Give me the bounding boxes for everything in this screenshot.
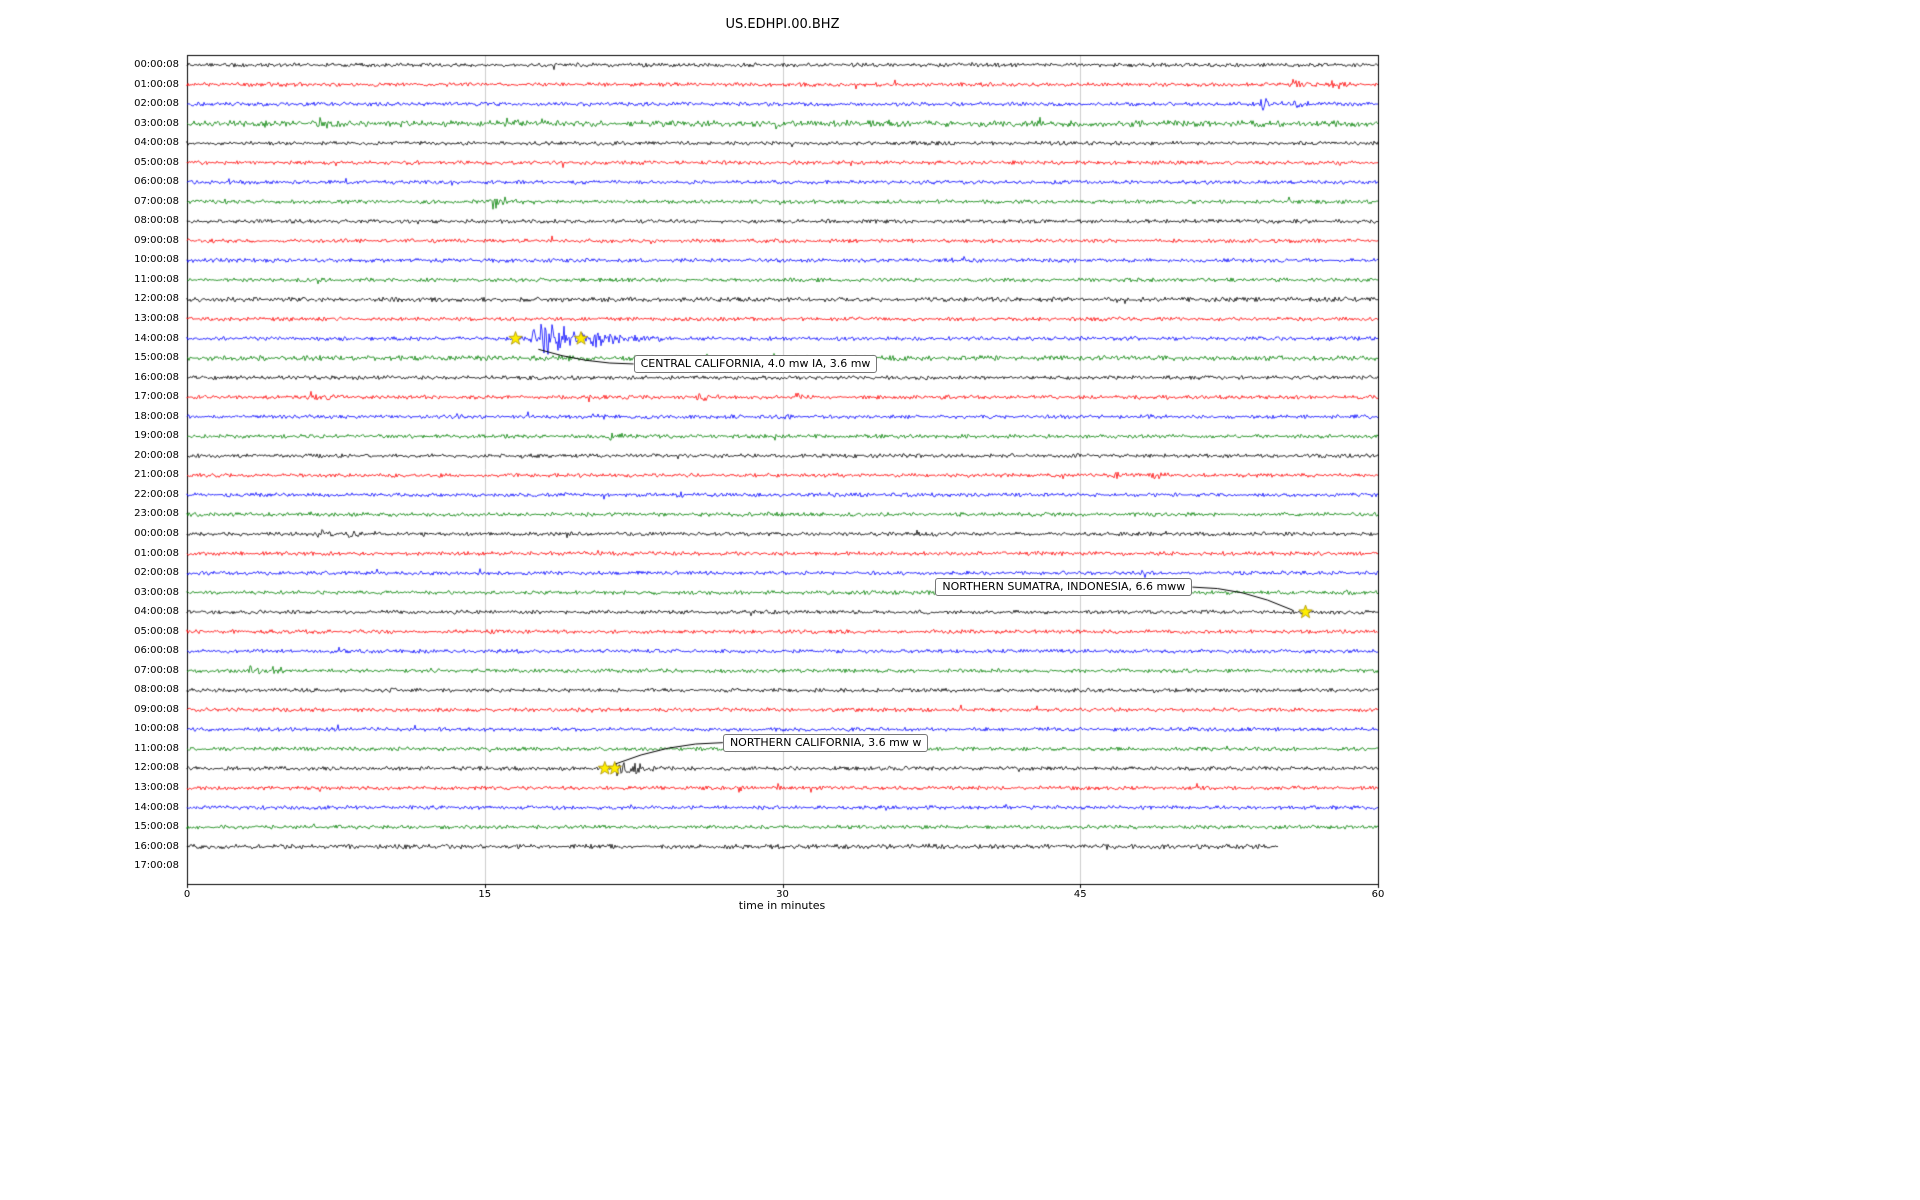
row-time-label: 09:00:08 [134, 234, 179, 246]
row-time-label: 15:00:08 [134, 821, 179, 833]
row-time-label: 10:00:08 [134, 723, 179, 735]
row-time-label: 12:00:08 [134, 762, 179, 774]
row-time-label: 15:00:08 [134, 352, 179, 364]
row-time-label: 23:00:08 [134, 508, 179, 520]
row-time-label: 18:00:08 [134, 410, 179, 422]
chart-title: US.EDHPI.00.BHZ [725, 17, 840, 32]
row-time-label: 16:00:08 [134, 371, 179, 383]
row-time-label: 02:00:08 [134, 98, 179, 110]
row-time-label: 17:00:08 [134, 860, 179, 872]
row-time-label: 14:00:08 [134, 332, 179, 344]
x-tick-label: 30 [776, 889, 789, 900]
x-axis-label: time in minutes [738, 899, 826, 912]
row-time-label: 06:00:08 [134, 176, 179, 188]
row-time-label: 05:00:08 [134, 625, 179, 637]
row-time-label: 20:00:08 [134, 449, 179, 461]
row-time-label: 12:00:08 [134, 293, 179, 305]
row-time-label: 03:00:08 [134, 586, 179, 598]
x-tick-label: 60 [1371, 889, 1385, 900]
event-annotation: NORTHERN CALIFORNIA, 3.6 mw w [722, 733, 929, 752]
row-time-label: 10:00:08 [134, 254, 179, 266]
row-time-label: 17:00:08 [134, 391, 179, 403]
row-time-label: 05:00:08 [134, 156, 179, 168]
x-tick-label: 0 [183, 889, 191, 900]
row-time-label: 07:00:08 [134, 195, 179, 207]
row-time-label: 04:00:08 [134, 137, 179, 149]
x-tick-label: 45 [1073, 889, 1087, 900]
row-time-label: 07:00:08 [134, 664, 179, 676]
x-tick-label: 15 [478, 889, 492, 900]
row-time-label: 21:00:08 [134, 469, 179, 481]
row-time-label: 14:00:08 [134, 801, 179, 813]
row-time-label: 00:00:08 [134, 527, 179, 539]
row-time-label: 19:00:08 [134, 430, 179, 442]
row-time-label: 06:00:08 [134, 645, 179, 657]
row-time-label: 02:00:08 [134, 567, 179, 579]
row-time-label: 13:00:08 [134, 313, 179, 325]
row-time-label: 08:00:08 [134, 684, 179, 696]
row-time-label: 22:00:08 [134, 488, 179, 500]
row-time-label: 16:00:08 [134, 840, 179, 852]
row-time-label: 11:00:08 [134, 742, 179, 754]
row-time-label: 03:00:08 [134, 117, 179, 129]
row-time-label: 09:00:08 [134, 703, 179, 715]
event-annotation: NORTHERN SUMATRA, INDONESIA, 6.6 mww [935, 578, 1193, 597]
row-time-label: 01:00:08 [134, 78, 179, 90]
row-time-label: 13:00:08 [134, 781, 179, 793]
row-time-label: 01:00:08 [134, 547, 179, 559]
row-time-label: 04:00:08 [134, 606, 179, 618]
event-annotation: CENTRAL CALIFORNIA, 4.0 mw IA, 3.6 mw [633, 354, 878, 373]
row-time-label: 08:00:08 [134, 215, 179, 227]
row-time-label: 11:00:08 [134, 273, 179, 285]
row-time-label: 00:00:08 [134, 59, 179, 70]
